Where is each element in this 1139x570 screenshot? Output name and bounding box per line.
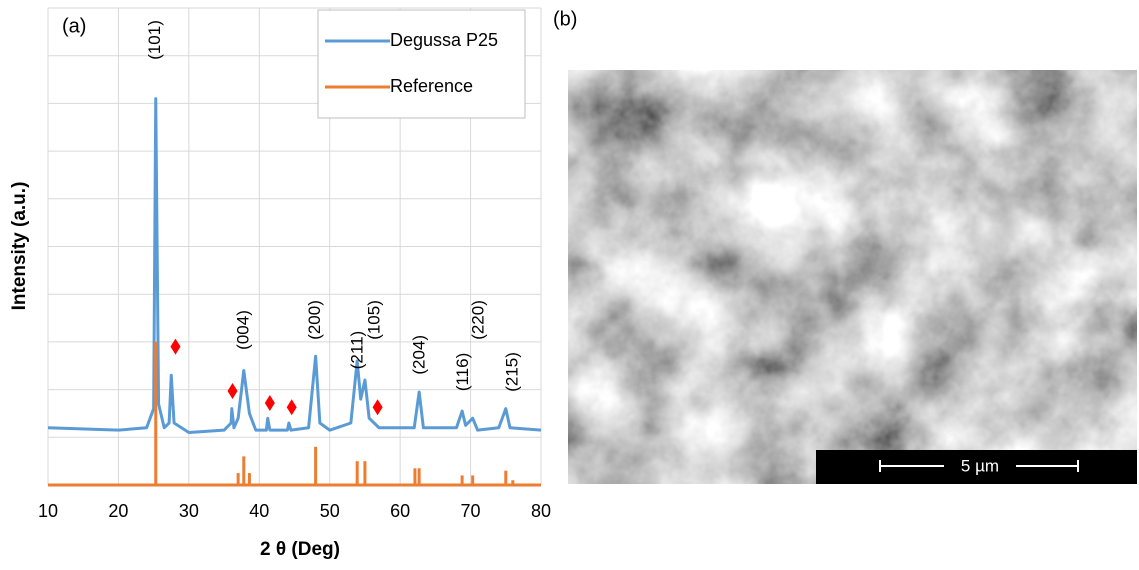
x-tick-label: 20 (108, 501, 128, 521)
diamond-marker (227, 383, 238, 400)
peak-label: (200) (305, 300, 324, 340)
panel-label: (a) (62, 15, 86, 37)
x-tick-label: 50 (320, 501, 340, 521)
scale-bar-label: 5 µm (961, 456, 999, 475)
x-tick-label: 80 (531, 501, 551, 521)
sem-micrograph (568, 70, 1137, 484)
y-axis-label: Intensity (a.u.) (9, 182, 30, 311)
sem-image: 5 µm (568, 70, 1137, 484)
x-tick-label: 60 (390, 501, 410, 521)
peak-label: (220) (469, 300, 488, 340)
peak-label: (116) (453, 353, 472, 391)
peak-label: (204) (409, 335, 428, 375)
peak-label: (215) (502, 352, 521, 392)
x-tick-label: 30 (179, 501, 199, 521)
x-axis-label: 2 θ (Deg) (260, 539, 340, 560)
legend-box (317, 9, 526, 119)
peak-label: (004) (233, 310, 252, 350)
diamond-marker (170, 338, 181, 355)
diamond-marker (264, 394, 275, 411)
scale-bar-label-bg (944, 455, 1016, 477)
peak-label: (105) (364, 300, 383, 340)
diamond-marker (372, 399, 383, 416)
peak-label: (211) (347, 331, 366, 369)
x-tick-label: 70 (461, 501, 481, 521)
panel-label: (b) (553, 8, 577, 30)
x-tick-label: 40 (249, 501, 269, 521)
legend-label: Reference (390, 76, 473, 96)
peak-label: (101) (145, 20, 164, 60)
series-line (47, 97, 542, 435)
diamond-marker (286, 399, 297, 416)
legend-label: Degussa P25 (390, 30, 498, 50)
chart: 10 20 30 40 50 60 70 80 (101) (004) (200) (211)(105… (38, 7, 551, 521)
x-tick-label: 10 (38, 501, 58, 521)
